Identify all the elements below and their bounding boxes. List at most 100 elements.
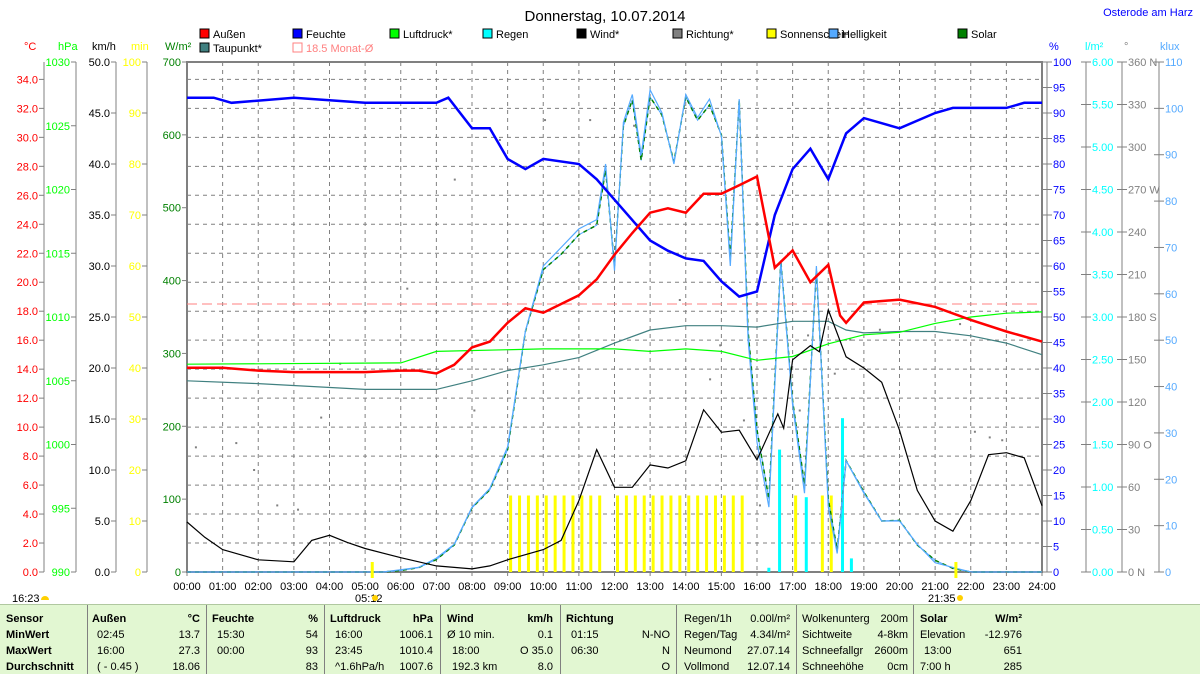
feuchte-time-0: 15:30 [217,629,245,641]
sunshine-bar [660,495,664,572]
elevation-label: Elevation [920,629,966,641]
sunshine-bar [571,495,575,572]
sun-info: 16:23 05:12 21:35 [12,593,963,604]
temp-tick-label: 26.0 [17,190,38,202]
humidity-tick-label: 25 [1053,440,1065,452]
humidity-tick-label: 15 [1053,491,1065,503]
feuchte-header: Feuchte [212,613,255,625]
sunset-sun-icon [957,595,963,601]
rain-tick-label: 2.50 [1092,355,1113,367]
direction-point [1001,439,1004,442]
solar-tick-label: 400 [163,276,181,288]
rain-tick-label: 5.50 [1092,100,1113,112]
humidity-tick-label: 80 [1053,159,1065,171]
direction-point [297,508,300,511]
grid [186,61,1043,573]
direction-tick-label: 210 [1128,270,1146,282]
richtung-time-0: 01:15 [571,629,599,641]
legend-swatch [292,28,303,39]
solar-avg-value: 285 [1003,661,1022,673]
direction-point [320,416,323,419]
sunrise-sun-icon [372,595,378,601]
x-tick-label: 11:00 [566,581,593,593]
sunshine-tick-label: 50 [129,312,141,324]
direction-point [453,178,456,181]
humidity-tick-label: 10 [1053,516,1065,528]
x-tick-label: 19:00 [850,581,878,593]
legend-swatch [576,28,587,39]
legend-swatch [292,42,303,53]
sunshine-axis-unit: min [131,41,149,53]
visibility-label: Sichtweite [802,629,853,641]
außen-line [187,174,1043,375]
direction-point [709,378,712,381]
sunshine-bar [740,495,744,572]
rain-day-label: Regen/Tag [684,629,738,641]
legend-swatch [389,28,400,39]
sunshine-tick-label: 40 [129,363,141,375]
brightness-tick-label: 50 [1165,335,1177,347]
solar-tick-label: 500 [163,203,181,215]
wind-header: Wind [447,613,474,625]
direction-point [406,287,409,290]
direction-tick-label: 180 S [1128,312,1157,324]
temp-tick-label: 10.0 [17,422,38,434]
divider [913,605,914,674]
x-tick-label: 12:00 [601,581,629,593]
legend-swatch [957,28,968,39]
pressure-tick-label: 1030 [46,57,70,69]
direction-tick-label: 0 N [1128,567,1145,579]
sunshine-bar [633,495,637,572]
row-label-min: MinWert [6,629,50,641]
richtung-unit [620,611,670,627]
cloud-base-label: Wolkenunterg [802,613,870,625]
luftdruck-value-0: 1006.1 [399,629,433,641]
feuchte-value-0: 54 [305,629,318,641]
brightness-tick-label: 20 [1165,474,1177,486]
sunshine-tick-label: 0 [135,567,141,579]
richtung-header: Richtung [566,613,614,625]
x-tick-label: 02:00 [244,581,272,593]
rain-tick-label: 3.00 [1092,312,1113,324]
rain-bar [849,558,853,572]
wind-tick-label: 50.0 [89,57,110,69]
sunshine-bar [678,495,682,572]
sunshine-tick-label: 60 [129,261,141,273]
solar-tick-label: 300 [163,348,181,360]
x-tick-label: 09:00 [494,581,522,593]
wind-value-0: 0.1 [537,629,553,641]
sensor-header: Sensor [6,613,44,625]
legend-item: Regen [496,29,528,41]
temp-tick-label: 18.0 [17,306,38,318]
direction-point [235,442,238,445]
humidity-tick-label: 75 [1053,185,1065,197]
brightness-tick-label: 110 [1165,57,1183,69]
chart-title: Donnerstag, 10.07.2014 [525,8,686,25]
sunshine-bar [731,495,735,572]
humidity-tick-label: 30 [1053,414,1065,426]
sunset-time: 21:35 [928,593,956,604]
direction-point [973,430,976,433]
cloud-base-value: 200m [880,613,908,625]
wind-line [186,307,1043,570]
elevation-value: -12.976 [984,629,1022,641]
pressure-tick-label: 1005 [46,376,70,388]
sunshine-bar [722,495,726,572]
x-tick-label: 05:00 [351,581,379,593]
x-tick-label: 14:00 [672,581,700,593]
legend-item: Solar [971,29,997,41]
solar-max-time: 13:00 [924,645,952,657]
wind-tick-label: 25.0 [89,312,110,324]
temp-axis-unit: °C [24,41,36,53]
sun-half-icon [41,596,49,600]
humidity-axis-unit: % [1049,41,1059,53]
direction-tick-label: 270 W [1128,185,1160,197]
x-tick-label: 15:00 [708,581,736,593]
direction-tick-label: 300 [1128,142,1146,154]
rain-tick-label: 4.50 [1092,185,1113,197]
feuchte-line [187,96,1042,298]
helligkeit-line [187,87,1042,573]
sunshine-bar [544,495,548,572]
luftdruck-line [186,311,1043,365]
humidity-tick-label: 90 [1053,108,1065,120]
